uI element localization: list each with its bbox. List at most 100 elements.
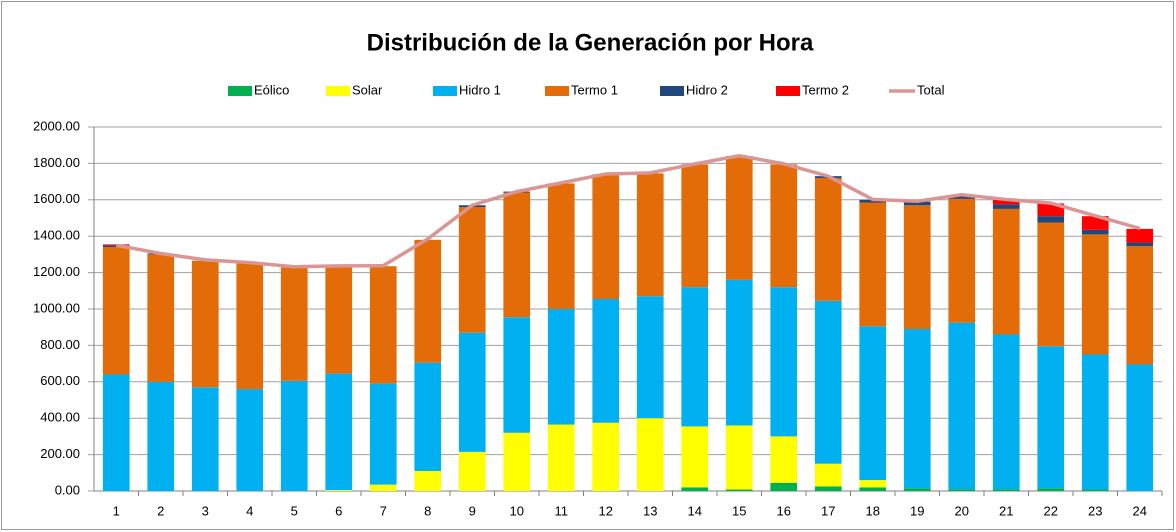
bar-segment — [1037, 216, 1065, 223]
x-tick-label: 3 — [202, 503, 209, 518]
x-tick-label: 15 — [732, 503, 746, 518]
x-tick-label: 20 — [955, 503, 969, 518]
x-tick-label: 1 — [113, 503, 120, 518]
bar-segment — [903, 488, 931, 491]
y-tick-label: 1200.00 — [33, 264, 80, 279]
bar-segment — [770, 482, 798, 491]
bar-segment — [147, 254, 175, 382]
chart-title: Distribución de la Generación por Hora — [367, 29, 814, 56]
x-tick-label: 24 — [1133, 503, 1147, 518]
bar-segment — [503, 432, 531, 491]
x-tick-label: 19 — [910, 503, 924, 518]
bar-segment — [280, 267, 308, 381]
bar-segment — [681, 426, 709, 488]
bar-segment — [236, 263, 264, 390]
bar-segment — [1081, 234, 1109, 355]
bar-segment — [102, 247, 130, 375]
bar-segment — [414, 239, 442, 363]
bar-segment — [903, 205, 931, 330]
bar-segment — [992, 199, 1020, 205]
bar-segment — [859, 487, 887, 491]
legend-label: Total — [917, 82, 945, 97]
bar-segment — [1081, 216, 1109, 230]
y-tick-label: 800.00 — [40, 337, 80, 352]
x-tick-label: 22 — [1044, 503, 1058, 518]
legend-key — [433, 86, 457, 96]
x-tick-label: 12 — [599, 503, 613, 518]
bar-segment — [369, 266, 397, 384]
x-tick-label: 6 — [335, 503, 342, 518]
x-tick-label: 17 — [821, 503, 835, 518]
bar-segment — [770, 287, 798, 437]
bar-segment — [948, 489, 976, 491]
bar-segment — [1037, 488, 1065, 491]
legend-label: Hidro 2 — [686, 82, 728, 97]
x-tick-label: 8 — [424, 503, 431, 518]
bar-segment — [1126, 228, 1154, 243]
bar-segment — [102, 244, 130, 246]
bar-segment — [1081, 354, 1109, 490]
x-tick-label: 5 — [291, 503, 298, 518]
y-tick-label: 2000.00 — [33, 118, 80, 133]
legend-key — [326, 86, 350, 96]
bar-segment — [992, 334, 1020, 490]
bar-segment — [236, 389, 264, 491]
bar-segment — [547, 183, 575, 309]
x-tick-label: 21 — [999, 503, 1013, 518]
legend-label: Hidro 1 — [459, 82, 501, 97]
legend-key — [776, 86, 800, 96]
x-tick-label: 9 — [469, 503, 476, 518]
bar-segment — [681, 487, 709, 491]
bar-segment — [770, 164, 798, 288]
bar-segment — [592, 298, 620, 423]
bar-segment — [948, 322, 976, 490]
bar-segment — [1126, 246, 1154, 365]
y-tick-label: 1800.00 — [33, 155, 80, 170]
bar-segment — [681, 287, 709, 427]
bar-segment — [147, 381, 175, 491]
x-tick-label: 10 — [510, 503, 524, 518]
bar-segment — [325, 490, 353, 491]
bar-segment — [458, 332, 486, 452]
bar-segment — [191, 260, 219, 388]
bar-segment — [414, 362, 442, 471]
y-tick-label: 200.00 — [40, 446, 80, 461]
bar-segment — [725, 489, 753, 491]
y-tick-label: 600.00 — [40, 373, 80, 388]
bar-segment — [770, 436, 798, 483]
bar-segment — [725, 156, 753, 280]
x-tick-label: 13 — [643, 503, 657, 518]
bar-segment — [903, 201, 931, 206]
y-tick-label: 400.00 — [40, 410, 80, 425]
bar-segment — [325, 373, 353, 491]
bar-segment — [592, 174, 620, 299]
legend-key — [228, 86, 252, 96]
legend-label: Termo 1 — [571, 82, 618, 97]
bar-segment — [369, 484, 397, 491]
bar-segment — [503, 317, 531, 433]
bar-segment — [636, 418, 664, 491]
legend-key — [545, 86, 569, 96]
bar-segment — [948, 198, 976, 323]
bar-segment — [547, 309, 575, 425]
bar-segment — [102, 374, 130, 491]
bar-segment — [948, 196, 976, 199]
bar-segment — [414, 470, 442, 491]
bar-segment — [814, 486, 842, 491]
bar-segment — [191, 387, 219, 491]
bar-segment — [859, 480, 887, 488]
bar-segment — [325, 266, 353, 374]
x-tick-label: 4 — [246, 503, 253, 518]
bar-segment — [725, 279, 753, 426]
bar-segment — [1081, 229, 1109, 235]
bar-segment — [503, 192, 531, 318]
legend-label: Eólico — [254, 82, 289, 97]
x-tick-label: 23 — [1088, 503, 1102, 518]
bar-segment — [725, 425, 753, 490]
bar-segment — [369, 383, 397, 485]
bar-segment — [814, 463, 842, 487]
x-tick-label: 18 — [866, 503, 880, 518]
bar-segment — [1081, 489, 1109, 491]
bar-segment — [681, 164, 709, 288]
